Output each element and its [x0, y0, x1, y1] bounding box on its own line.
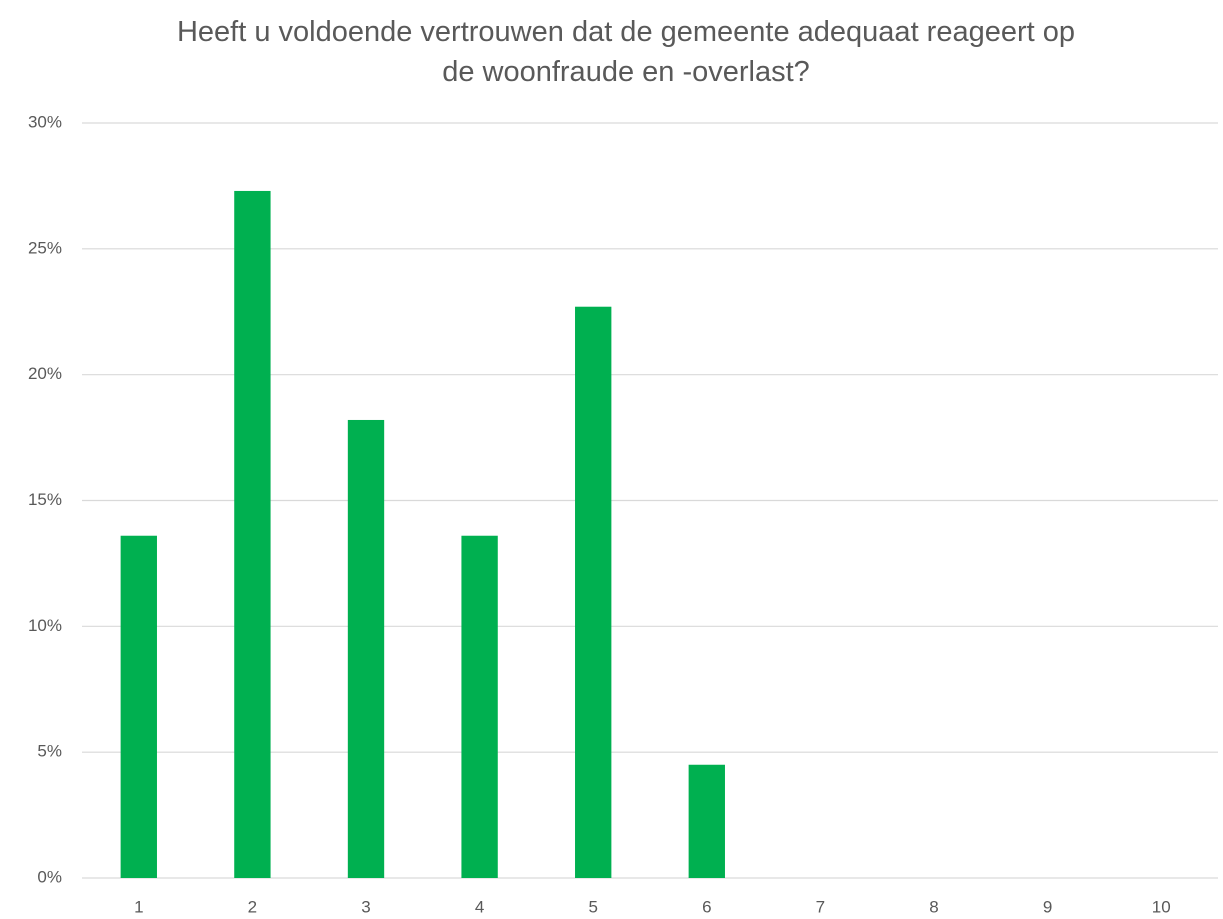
bar [688, 764, 725, 878]
x-tick-label: 4 [475, 897, 484, 916]
x-tick-label: 9 [1043, 897, 1052, 916]
bar [347, 419, 385, 878]
y-tick-label: 10% [28, 616, 62, 635]
y-tick-label: 5% [37, 742, 62, 761]
y-tick-label: 15% [28, 490, 62, 509]
bar [575, 306, 612, 878]
y-tick-label: 30% [28, 112, 62, 131]
x-tick-label: 3 [361, 897, 370, 916]
x-tick-label: 6 [702, 897, 711, 916]
x-tick-label: 5 [588, 897, 597, 916]
x-tick-label: 8 [929, 897, 938, 916]
bar [120, 535, 157, 878]
y-tick-label: 0% [37, 867, 62, 886]
x-tick-label: 1 [134, 897, 143, 916]
y-tick-label: 25% [28, 238, 62, 257]
bar [461, 535, 498, 878]
bar [234, 190, 271, 878]
y-tick-label: 20% [28, 364, 62, 383]
x-tick-label: 7 [816, 897, 825, 916]
x-tick-label: 2 [248, 897, 257, 916]
chart-title: Heeft u voldoende vertrouwen dat de geme… [176, 16, 1076, 88]
x-tick-label: 10 [1152, 897, 1171, 916]
